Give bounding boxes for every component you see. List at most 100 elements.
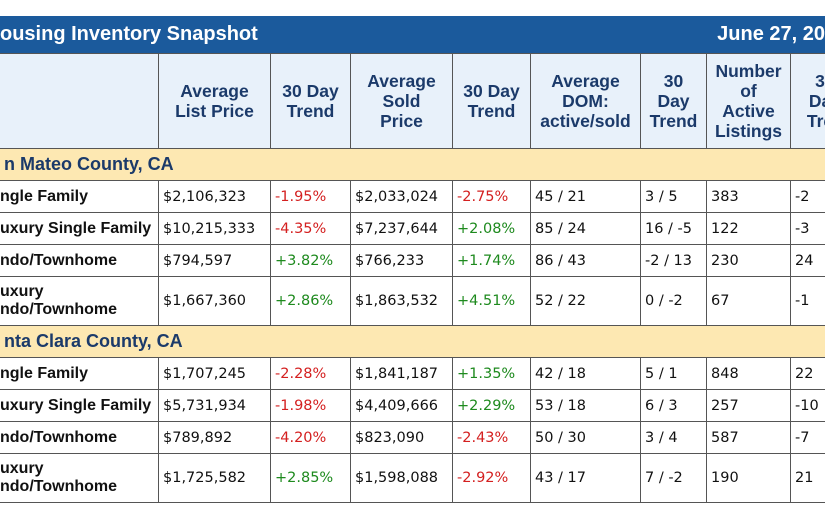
text-line: of (740, 81, 757, 101)
text-line: 30 Day (282, 81, 339, 101)
cell: $1,841,187 (350, 357, 453, 390)
cell: 86 / 43 (530, 244, 641, 277)
cell: $766,233 (350, 244, 453, 277)
data-row: uxury Single Family $5,731,934 -1.98% $4,40… (0, 389, 825, 422)
text-line: ndo/Townhome (0, 301, 118, 318)
cell: $1,598,088 (350, 453, 453, 503)
data-row: uxury Single Family $10,215,333 -4.35% $7,2… (0, 212, 825, 245)
cell: 24 (790, 244, 825, 277)
section-row: n Mateo County, CA (0, 148, 825, 181)
text-line: Trend (286, 101, 335, 121)
cell: $5,731,934 (158, 389, 271, 422)
cell: +2.29% (452, 389, 531, 422)
cell: -7 (790, 421, 825, 454)
section-row: nta Clara County, CA (0, 325, 825, 358)
cell: 52 / 22 (530, 276, 641, 326)
cell: 122 (706, 212, 791, 245)
text-line: Average (180, 81, 249, 101)
text-line: Day (657, 91, 690, 111)
text-line: Listings (714, 121, 783, 141)
text-line: Tre (806, 111, 825, 131)
cell: -2 (790, 180, 825, 213)
title-bar: ousing Inventory Snapshot June 27, 20 (0, 16, 825, 53)
cell: $4,409,666 (350, 389, 453, 422)
cell: $1,667,360 (158, 276, 271, 326)
cell: -2.75% (452, 180, 531, 213)
header-cell: Average Sold Price (350, 53, 453, 149)
cell: -1.98% (270, 389, 351, 422)
cell: 5 / 1 (640, 357, 707, 390)
text-line: uxury (0, 283, 44, 300)
text-line: Sold (382, 91, 421, 111)
header-cell: 30 Day Trend (270, 53, 351, 149)
row-label: uxury ndo/Townhome (0, 453, 159, 503)
cell: +1.74% (452, 244, 531, 277)
cell: $10,215,333 (158, 212, 271, 245)
cell: $2,106,323 (158, 180, 271, 213)
cell: -2 / 13 (640, 244, 707, 277)
row-label: uxury ndo/Townhome (0, 276, 159, 326)
cell: -3 (790, 212, 825, 245)
cell: +4.51% (452, 276, 531, 326)
text-line: uxury Single Family (0, 396, 152, 414)
cell: -4.35% (270, 212, 351, 245)
header-cell: 3DaTre (790, 53, 825, 149)
header-cell: Average DOM: active/sold (530, 53, 641, 149)
row-label: ngle Family (0, 357, 159, 390)
date: June 27, 20 (717, 23, 825, 45)
text-line: List Price (175, 101, 254, 121)
data-row: uxury ndo/Townhome $1,725,582 +2.85% $1,598,… (0, 453, 825, 503)
cell: 848 (706, 357, 791, 390)
cell: $2,033,024 (350, 180, 453, 213)
row-label: uxury Single Family (0, 212, 159, 245)
cell: -1 (790, 276, 825, 326)
cell: 16 / -5 (640, 212, 707, 245)
cell: $1,863,532 (350, 276, 453, 326)
text-line: uxury Single Family (0, 219, 152, 237)
cell: -2.43% (452, 421, 531, 454)
inventory-table: Average List Price 30 Day Trend Average Sold P… (0, 53, 825, 503)
text-line: ndo/Townhome (0, 428, 118, 446)
header-cell: 30 Day Trend (452, 53, 531, 149)
text-line: ngle Family (0, 187, 89, 205)
header-row: Average List Price 30 Day Trend Average Sold P… (0, 53, 825, 149)
cell: 43 / 17 (530, 453, 641, 503)
cell: 230 (706, 244, 791, 277)
text-line: active/sold (540, 111, 631, 131)
text-line: Average (367, 71, 436, 91)
header-cell: Number of Active Listings (706, 53, 791, 149)
text-line: DOM: (562, 91, 609, 111)
title: ousing Inventory Snapshot (0, 23, 258, 45)
cell: 3 / 5 (640, 180, 707, 213)
cell: 67 (706, 276, 791, 326)
row-label: ndo/Townhome (0, 421, 159, 454)
cell: $789,892 (158, 421, 271, 454)
cell: +2.85% (270, 453, 351, 503)
header-cell: Average List Price (158, 53, 271, 149)
cell: -2.28% (270, 357, 351, 390)
text-line: 30 Day (463, 81, 520, 101)
cell: +1.35% (452, 357, 531, 390)
row-label: ndo/Townhome (0, 244, 159, 277)
cell: 42 / 18 (530, 357, 641, 390)
cell: $794,597 (158, 244, 271, 277)
cell: 21 (790, 453, 825, 503)
text-line: Number (715, 61, 782, 81)
cell: -2.92% (452, 453, 531, 503)
cell: 6 / 3 (640, 389, 707, 422)
cell: +2.86% (270, 276, 351, 326)
cell: $1,725,582 (158, 453, 271, 503)
text-line: Active (722, 101, 775, 121)
data-row: ngle Family $2,106,323 -1.95% $2,033,024 -2.… (0, 180, 825, 213)
text-line: uxury (0, 460, 44, 477)
cell: 45 / 21 (530, 180, 641, 213)
text-line: ndo/Townhome (0, 478, 118, 495)
cell: 53 / 18 (530, 389, 641, 422)
text-line: 30 (663, 71, 684, 91)
cell: 257 (706, 389, 791, 422)
cell: 383 (706, 180, 791, 213)
cell: -10 (790, 389, 825, 422)
cell: +3.82% (270, 244, 351, 277)
cell: 3 / 4 (640, 421, 707, 454)
